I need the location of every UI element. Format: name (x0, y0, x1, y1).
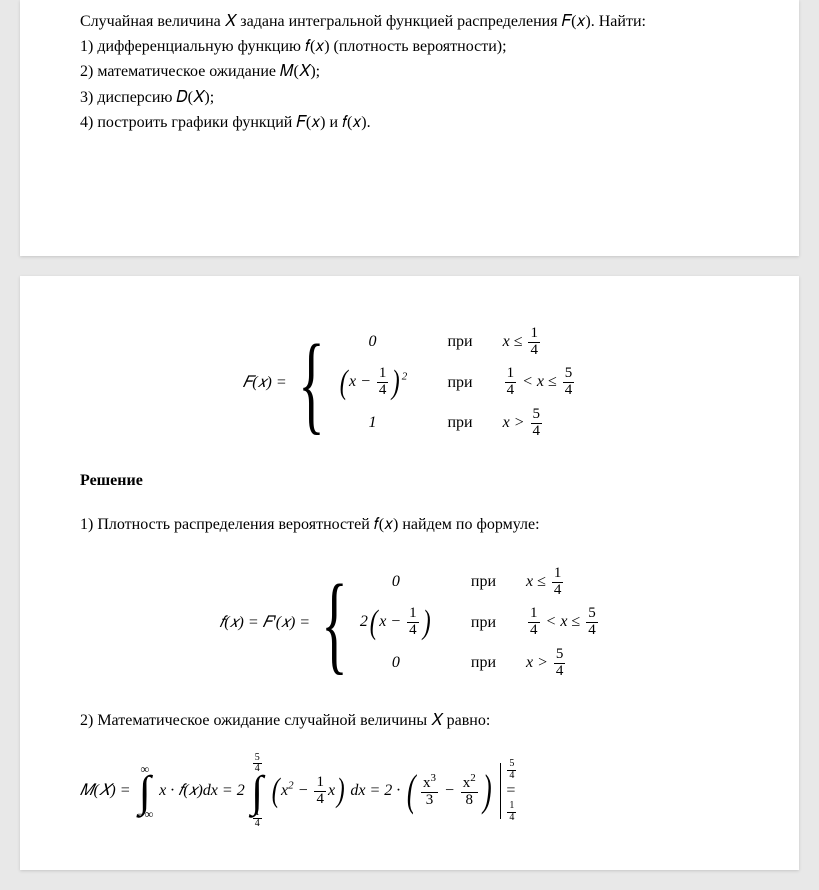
f-cases: 0 при x ≤ 14 2(x − 14) при 14 < x ≤ 54 0… (351, 566, 600, 680)
F-case2-expr: (x − 14)2 (327, 366, 417, 399)
problem-item-4: 4) построить графики функций 𝐹(𝑥) и 𝑓(𝑥)… (80, 111, 739, 134)
int2-lower: 14 (251, 808, 264, 830)
f-case3-word: при (471, 654, 496, 672)
f-case2-expr: 2(x − 14) (351, 606, 441, 639)
integral-2: 54 ∫ 14 (251, 753, 264, 830)
integral-icon: ∫ (251, 775, 264, 808)
f-lead: 𝑓(𝑥) = 𝐹′(𝑥) = (219, 614, 310, 632)
f-case1-expr: 0 (351, 573, 441, 591)
eval-lower: 14 (505, 801, 518, 823)
F-case3-expr: 1 (327, 414, 417, 432)
f-case1-cond: x ≤ 14 (526, 566, 600, 599)
eq2: = 2 · (369, 782, 404, 799)
f-case2-word: при (471, 614, 496, 632)
MX-tail: = (505, 782, 516, 799)
f-piecewise: { 0 при x ≤ 14 2(x − 14) при 14 < x ≤ 54… (318, 566, 600, 680)
F-case1-expr: 0 (327, 333, 417, 351)
int1-body: x · 𝑓(𝑥)dx (159, 782, 218, 799)
F-case2-word: при (447, 374, 472, 392)
F-piecewise: { 0 при x ≤ 14 (x − 14)2 при 14 < x ≤ 54… (295, 326, 577, 440)
F-definition: 𝐹(𝑥) = { 0 при x ≤ 14 (x − 14)2 при 14 <… (80, 326, 739, 440)
int2-body: (x2 − 14x) dx (270, 782, 366, 799)
problem-item-1: 1) дифференциальную функцию 𝑓(𝑥) (плотно… (80, 35, 739, 58)
f-case3-cond: x > 54 (526, 647, 600, 680)
page-2: 𝐹(𝑥) = { 0 при x ≤ 14 (x − 14)2 при 14 <… (20, 276, 799, 870)
page-1: Случайная величина 𝑋 задана интегральной… (20, 0, 799, 256)
F-cases: 0 при x ≤ 14 (x − 14)2 при 14 < x ≤ 54 1… (327, 326, 576, 440)
eval-bar: 54 14 (500, 763, 501, 819)
step1-text: 1) Плотность распределения вероятностей … (80, 513, 739, 536)
brace-icon: { (298, 326, 324, 440)
F-case1-word: при (447, 333, 472, 351)
F-case3-cond: x > 54 (503, 407, 577, 440)
f-case3-expr: 0 (351, 654, 441, 672)
F-lead: 𝐹(𝑥) = (243, 374, 287, 392)
MX-paren: (x33 − x28) (404, 782, 494, 799)
problem-intro: Случайная величина 𝑋 задана интегральной… (80, 10, 739, 33)
F-case2-cond: 14 < x ≤ 54 (503, 366, 577, 399)
eval-upper: 54 (505, 759, 518, 781)
f-case2-cond: 14 < x ≤ 54 (526, 606, 600, 639)
MX-equation: 𝑀(𝑋) = ∞ ∫ −∞ x · 𝑓(𝑥)dx = 2 54 ∫ 14 (x2… (80, 753, 739, 830)
eq1: = 2 (222, 782, 245, 799)
integral-icon: ∫ (137, 775, 154, 808)
F-case1-cond: x ≤ 14 (503, 326, 577, 359)
f-definition: 𝑓(𝑥) = 𝐹′(𝑥) = { 0 при x ≤ 14 2(x − 14) … (80, 566, 739, 680)
solution-heading: Решение (80, 472, 143, 489)
step2-text: 2) Математическое ожидание случайной вел… (80, 709, 739, 732)
brace-icon: { (321, 566, 347, 680)
integral-1: ∞ ∫ −∞ (137, 763, 154, 820)
problem-item-2: 2) математическое ожидание 𝑀(𝑋); (80, 60, 739, 83)
F-case3-word: при (447, 414, 472, 432)
int1-lower: −∞ (137, 808, 154, 820)
f-case1-word: при (471, 573, 496, 591)
problem-item-3: 3) дисперсию 𝐷(𝑋); (80, 86, 739, 109)
MX-lhs: 𝑀(𝑋) = (80, 782, 135, 799)
